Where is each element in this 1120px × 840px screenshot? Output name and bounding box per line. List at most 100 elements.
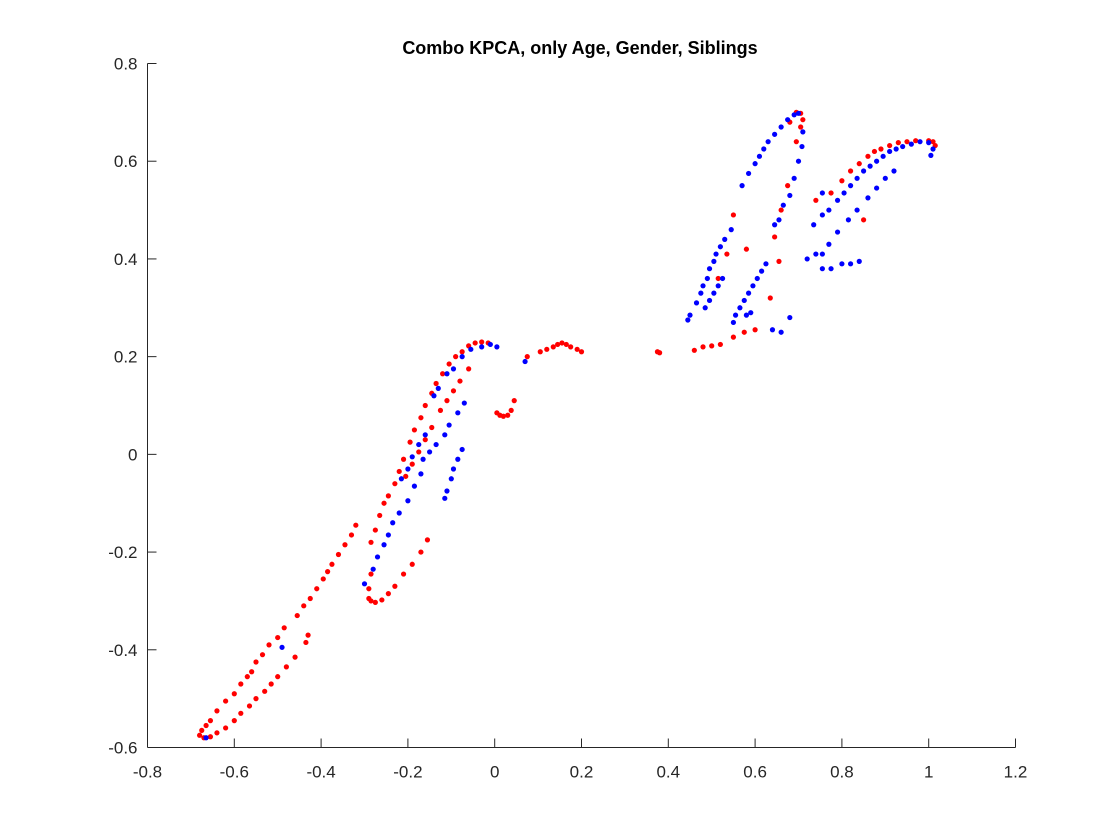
data-point <box>468 346 474 352</box>
data-point <box>845 217 852 223</box>
data-point <box>819 190 825 196</box>
data-point <box>283 664 289 670</box>
data-point <box>819 251 825 257</box>
data-point <box>813 197 819 203</box>
data-point <box>722 236 728 242</box>
data-point <box>505 412 511 418</box>
data-point <box>385 532 391 538</box>
data-point <box>446 361 452 367</box>
data-point <box>730 212 737 218</box>
data-point <box>748 310 754 316</box>
data-point <box>737 305 743 311</box>
data-point <box>772 234 778 240</box>
x-tick-label: 0.2 <box>570 763 594 782</box>
data-point <box>459 349 465 355</box>
y-tick-label: -0.2 <box>108 543 137 562</box>
data-point <box>281 625 287 631</box>
data-point <box>930 146 936 152</box>
data-point <box>253 659 259 665</box>
data-point <box>431 393 437 399</box>
data-point <box>314 586 320 592</box>
data-point <box>743 246 750 252</box>
data-point <box>320 576 326 582</box>
data-point <box>847 261 854 267</box>
data-point <box>372 599 378 605</box>
data-point <box>791 112 797 118</box>
data-point <box>715 275 721 282</box>
x-tick-label: 1 <box>924 763 933 782</box>
data-point <box>702 305 708 311</box>
data-point <box>813 251 819 257</box>
data-point <box>904 139 910 145</box>
data-point <box>238 710 244 716</box>
data-point <box>442 495 448 501</box>
y-tick-label: 0.8 <box>114 55 138 74</box>
data-point <box>446 422 452 428</box>
data-point <box>377 512 383 519</box>
data-point <box>839 261 845 267</box>
data-point <box>861 168 867 174</box>
data-point <box>487 341 493 348</box>
data-point <box>262 688 268 694</box>
data-point <box>745 170 752 177</box>
data-point <box>407 439 413 445</box>
data-point <box>728 227 734 233</box>
data-point <box>780 202 786 208</box>
data-point <box>865 195 871 201</box>
data-point <box>479 344 485 350</box>
data-point <box>550 344 556 350</box>
data-point <box>847 183 854 189</box>
data-point <box>841 190 847 196</box>
data-point <box>450 388 457 394</box>
data-point <box>268 681 274 687</box>
data-point <box>772 131 778 137</box>
data-point <box>880 153 886 159</box>
data-point <box>800 117 806 123</box>
data-point <box>450 366 457 372</box>
data-point <box>537 349 543 355</box>
data-point <box>776 217 782 223</box>
data-point <box>433 380 439 387</box>
data-point <box>455 456 461 462</box>
data-point <box>854 175 860 181</box>
data-point <box>329 561 335 567</box>
data-point <box>891 168 897 174</box>
data-point <box>238 681 244 687</box>
data-point <box>839 178 845 184</box>
data-point <box>511 398 517 404</box>
data-point <box>759 268 765 274</box>
data-point <box>739 183 745 189</box>
data-point <box>203 735 209 741</box>
y-tick-label: -0.6 <box>108 739 137 758</box>
data-point <box>717 341 723 348</box>
data-point <box>563 341 569 348</box>
data-point <box>459 446 465 453</box>
data-point <box>440 371 446 377</box>
data-point <box>405 466 411 472</box>
data-point <box>785 183 791 189</box>
data-point <box>743 312 750 318</box>
data-point <box>448 476 454 482</box>
data-point <box>772 222 778 228</box>
y-tick-label: 0.4 <box>114 250 138 269</box>
data-point <box>874 185 880 191</box>
data-point <box>754 275 760 282</box>
data-point <box>691 347 697 353</box>
x-tick-label: 0.8 <box>830 763 854 782</box>
data-point <box>275 634 281 641</box>
data-point <box>342 542 348 548</box>
data-point <box>854 207 860 213</box>
data-point <box>231 691 237 697</box>
data-point <box>706 266 713 272</box>
data-point <box>800 129 806 135</box>
data-point <box>418 549 424 555</box>
data-point <box>424 537 431 543</box>
data-point <box>409 461 415 467</box>
data-point <box>811 222 817 228</box>
data-point <box>457 378 463 384</box>
data-point <box>767 295 773 301</box>
data-point <box>763 261 769 267</box>
data-point <box>709 343 715 349</box>
